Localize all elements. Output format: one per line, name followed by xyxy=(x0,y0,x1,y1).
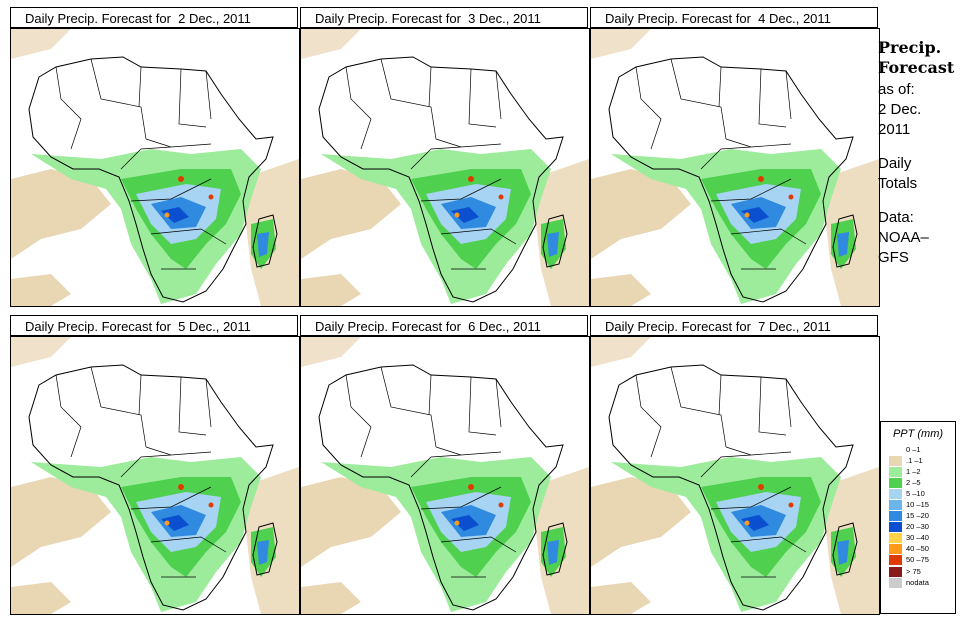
legend-swatch xyxy=(889,444,902,455)
legend-label: 20 –30 xyxy=(906,522,929,532)
panel-title: Daily Precip. Forecast for 3 Dec., 2011 xyxy=(300,7,588,28)
legend-item: 15 –20 xyxy=(881,511,955,522)
totals-line: Daily xyxy=(878,155,912,172)
legend-label: 30 –40 xyxy=(906,533,929,543)
legend-swatch xyxy=(889,577,902,588)
title-line: Precip. xyxy=(878,38,942,57)
legend-label: 50 –75 xyxy=(906,555,929,565)
precip-map xyxy=(300,28,590,307)
forecast-info: Precip. Forecast as of: 2 Dec. 2011 Dail… xyxy=(878,38,965,268)
precip-map xyxy=(300,336,590,615)
africa-precip-map xyxy=(591,29,879,306)
data-source: NOAA– xyxy=(878,229,929,246)
legend-item: 50 –75 xyxy=(881,555,955,566)
panel-title: Daily Precip. Forecast for 5 Dec., 2011 xyxy=(10,315,298,336)
forecast-panel: Daily Precip. Forecast for 6 Dec., 2011 xyxy=(300,315,590,615)
legend-item: .1 –1 xyxy=(881,455,955,466)
data-source: GFS xyxy=(878,249,909,266)
legend-label: 40 –50 xyxy=(906,544,929,554)
legend-item: 2 –5 xyxy=(881,477,955,488)
forecast-panel: Daily Precip. Forecast for 5 Dec., 2011 xyxy=(10,315,300,615)
legend-swatch xyxy=(889,566,902,577)
legend-item: nodata xyxy=(881,577,955,588)
legend-swatch xyxy=(889,466,902,477)
title-line: Forecast xyxy=(878,58,955,77)
precip-map xyxy=(10,336,300,615)
legend-swatch xyxy=(889,511,902,522)
legend-label: > 75 xyxy=(906,566,921,576)
legend-swatch xyxy=(889,477,902,488)
forecast-panel: Daily Precip. Forecast for 4 Dec., 2011 xyxy=(590,7,880,307)
legend-swatch xyxy=(889,533,902,544)
panel-title: Daily Precip. Forecast for 7 Dec., 2011 xyxy=(590,315,878,336)
legend-item: 5 –10 xyxy=(881,488,955,499)
forecast-panel: Daily Precip. Forecast for 7 Dec., 2011 xyxy=(590,315,880,615)
legend-item: 20 –30 xyxy=(881,522,955,533)
asof-date: 2 Dec. xyxy=(878,101,922,118)
legend-swatch xyxy=(889,522,902,533)
legend-label: 15 –20 xyxy=(906,511,929,521)
legend-item: 0 –1 xyxy=(881,444,955,455)
precip-legend: PPT (mm) 0 –1.1 –1 1 –2 2 –5 5 –10 10 –15 15 … xyxy=(880,421,956,614)
africa-precip-map xyxy=(301,29,589,306)
forecast-panel: Daily Precip. Forecast for 2 Dec., 2011 xyxy=(10,7,300,307)
panel-title: Daily Precip. Forecast for 4 Dec., 2011 xyxy=(590,7,878,28)
legend-swatch xyxy=(889,555,902,566)
panel-title: Daily Precip. Forecast for 6 Dec., 2011 xyxy=(300,315,588,336)
legend-label: 2 –5 xyxy=(906,477,921,487)
asof-year: 2011 xyxy=(878,121,911,138)
legend-item: 1 –2 xyxy=(881,466,955,477)
legend-swatch xyxy=(889,544,902,555)
africa-precip-map xyxy=(591,337,879,614)
precip-map xyxy=(590,336,880,615)
legend-title: PPT (mm) xyxy=(892,428,944,440)
legend-item: 10 –15 xyxy=(881,499,955,511)
legend-item: 30 –40 xyxy=(881,533,955,544)
legend-item: > 75 xyxy=(881,566,955,577)
totals-line: Totals xyxy=(878,175,918,192)
legend-swatch xyxy=(889,488,902,499)
legend-label: 5 –10 xyxy=(906,488,925,498)
legend-item: 40 –50 xyxy=(881,544,955,555)
panel-title: Daily Precip. Forecast for 2 Dec., 2011 xyxy=(10,7,298,28)
africa-precip-map xyxy=(11,29,299,306)
legend-label: .1 –1 xyxy=(906,455,923,465)
legend-label: 10 –15 xyxy=(906,500,929,510)
legend-label: 1 –2 xyxy=(906,466,921,476)
legend-label: nodata xyxy=(906,577,929,587)
africa-precip-map xyxy=(11,337,299,614)
precip-map xyxy=(10,28,300,307)
legend-label: 0 –1 xyxy=(906,444,921,454)
precip-map xyxy=(590,28,880,307)
legend-swatch xyxy=(889,455,902,466)
legend-swatch xyxy=(889,500,902,511)
asof-line: as of: xyxy=(878,81,915,98)
africa-precip-map xyxy=(301,337,589,614)
forecast-panel: Daily Precip. Forecast for 3 Dec., 2011 xyxy=(300,7,590,307)
data-source-label: Data: xyxy=(878,209,914,226)
